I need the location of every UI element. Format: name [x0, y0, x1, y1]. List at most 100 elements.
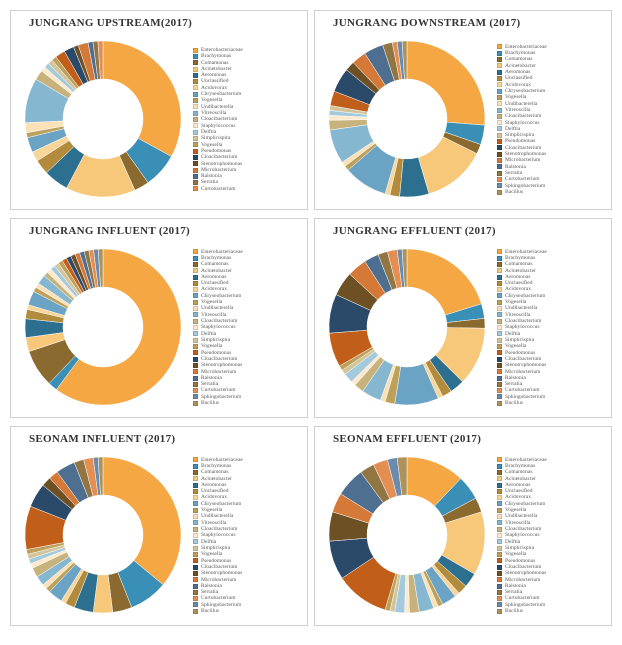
legend-swatch — [497, 571, 502, 576]
legend-swatch — [193, 111, 198, 116]
chart-panel: JUNGRANG EFFLUENT (2017)Enterobacteriace… — [314, 218, 612, 418]
legend-swatch — [193, 388, 198, 393]
legend-swatch — [193, 357, 198, 362]
chart-wrap — [319, 239, 495, 415]
legend-swatch — [497, 158, 502, 163]
legend: EnterobacteriaceaeBrachymonasComamonasAc… — [191, 455, 303, 615]
legend: EnterobacteriaceaeBrachymonasComamonasAc… — [495, 247, 607, 407]
legend-swatch — [497, 114, 502, 119]
legend-swatch — [193, 584, 198, 589]
legend-swatch — [497, 287, 502, 292]
legend-label: Bacillus — [505, 608, 523, 614]
legend-item: Curtobacterium — [193, 186, 303, 192]
slice-enterobacteriaceae — [103, 41, 181, 157]
panel-body: EnterobacteriaceaeBrachymonasComamonasAc… — [319, 447, 607, 622]
panel-body: EnterobacteriaceaeBrachymonasComamonasAc… — [15, 239, 303, 414]
legend-swatch — [193, 319, 198, 324]
legend-swatch — [497, 552, 502, 557]
chart-panel: SEONAM EFFLUENT (2017)Enterobacteriaceae… — [314, 426, 612, 626]
legend-swatch — [193, 325, 198, 330]
legend-swatch — [193, 268, 198, 273]
legend-swatch — [497, 190, 502, 195]
legend-swatch — [497, 558, 502, 563]
legend-swatch — [193, 565, 198, 570]
legend-swatch — [497, 357, 502, 362]
legend-swatch — [193, 602, 198, 607]
legend-swatch — [497, 249, 502, 254]
legend-swatch — [193, 539, 198, 544]
legend-swatch — [497, 306, 502, 311]
legend-swatch — [497, 514, 502, 519]
legend-swatch — [193, 344, 198, 349]
legend-swatch — [193, 174, 198, 179]
legend-swatch — [193, 394, 198, 399]
legend-swatch — [193, 514, 198, 519]
legend-swatch — [497, 126, 502, 131]
legend-item: Bacillus — [497, 400, 607, 406]
legend-swatch — [497, 483, 502, 488]
legend-swatch — [497, 139, 502, 144]
legend-swatch — [497, 376, 502, 381]
legend-swatch — [497, 394, 502, 399]
legend-swatch — [193, 256, 198, 261]
legend-swatch — [497, 457, 502, 462]
legend-swatch — [497, 101, 502, 106]
legend-swatch — [193, 123, 198, 128]
slice-enterobacteriaceae — [407, 249, 481, 315]
panel-title: SEONAM INFLUENT (2017) — [29, 433, 303, 445]
legend-swatch — [193, 281, 198, 286]
legend-swatch — [193, 577, 198, 582]
legend-swatch — [193, 527, 198, 532]
legend-swatch — [497, 319, 502, 324]
legend-swatch — [193, 590, 198, 595]
legend-swatch — [497, 63, 502, 68]
legend-item: Bacillus — [193, 608, 303, 614]
chart-wrap — [15, 447, 191, 623]
legend-swatch — [193, 149, 198, 154]
legend-swatch — [193, 363, 198, 368]
legend-item: Bacillus — [497, 189, 607, 195]
legend-swatch — [193, 338, 198, 343]
legend-swatch — [497, 44, 502, 49]
legend-swatch — [497, 312, 502, 317]
legend-swatch — [193, 401, 198, 406]
legend-swatch — [193, 546, 198, 551]
legend-swatch — [193, 483, 198, 488]
legend-swatch — [497, 602, 502, 607]
legend: EnterobacteriaceaeBrachymonasComamonasAc… — [495, 455, 607, 615]
legend-swatch — [497, 363, 502, 368]
legend-swatch — [193, 369, 198, 374]
chart-panel: JUNGRANG INFLUENT (2017)Enterobacteriace… — [10, 218, 308, 418]
legend-swatch — [193, 54, 198, 59]
legend-swatch — [497, 152, 502, 157]
legend-swatch — [193, 306, 198, 311]
panel-title: JUNGRANG DOWNSTREAM (2017) — [333, 17, 607, 29]
legend-swatch — [497, 95, 502, 100]
legend-swatch — [193, 117, 198, 122]
legend-swatch — [193, 48, 198, 53]
legend-swatch — [193, 98, 198, 103]
legend-swatch — [193, 312, 198, 317]
panel-grid: JUNGRANG UPSTREAM(2017)Enterobacteriacea… — [10, 10, 612, 626]
legend-swatch — [497, 281, 502, 286]
legend-swatch — [497, 350, 502, 355]
slice-enterobacteriaceae — [103, 457, 181, 585]
legend-swatch — [193, 508, 198, 513]
legend-swatch — [193, 350, 198, 355]
legend: EnterobacteriaceaeBrachymonasComamonasAc… — [191, 45, 303, 192]
legend-swatch — [497, 527, 502, 532]
legend-swatch — [497, 57, 502, 62]
panel-body: EnterobacteriaceaeBrachymonasComamonasAc… — [319, 31, 607, 206]
legend-swatch — [193, 73, 198, 78]
legend-swatch — [497, 596, 502, 601]
legend-swatch — [193, 136, 198, 141]
legend-swatch — [193, 287, 198, 292]
legend-swatch — [193, 293, 198, 298]
chart-panel: JUNGRANG DOWNSTREAM (2017) Enterobacteria… — [314, 10, 612, 210]
legend-swatch — [497, 495, 502, 500]
donut-chart — [319, 31, 495, 207]
legend-swatch — [497, 82, 502, 87]
legend-swatch — [193, 79, 198, 84]
legend-swatch — [497, 584, 502, 589]
legend-swatch — [193, 262, 198, 267]
